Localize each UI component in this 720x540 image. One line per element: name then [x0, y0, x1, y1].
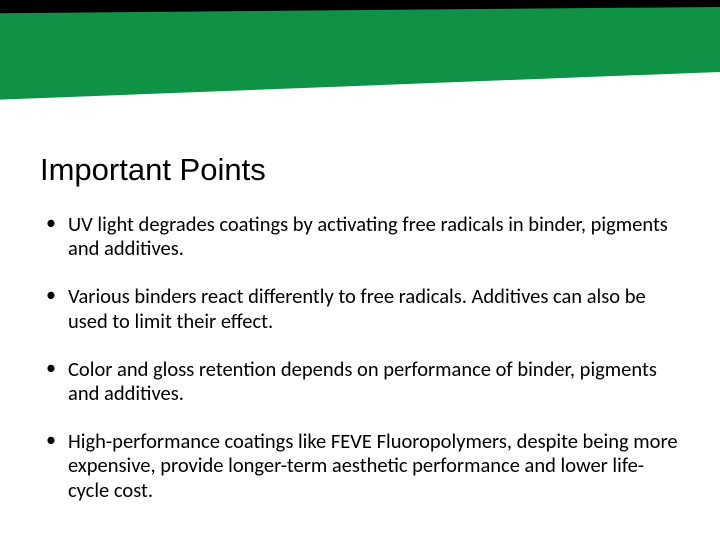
slide-title: Important Points [40, 152, 266, 188]
list-item: Color and gloss retention depends on per… [38, 357, 678, 405]
bullet-list: UV light degrades coatings by activating… [38, 212, 678, 502]
list-item: UV light degrades coatings by activating… [38, 212, 678, 260]
list-item: Various binders react differently to fre… [38, 284, 678, 332]
slide-content: UV light degrades coatings by activating… [38, 212, 678, 526]
list-item: High-performance coatings like FEVE Fluo… [38, 429, 678, 502]
banner-green-stripe [0, 0, 720, 100]
header-banner [0, 0, 720, 120]
slide: Important Points UV light degrades coati… [0, 0, 720, 540]
